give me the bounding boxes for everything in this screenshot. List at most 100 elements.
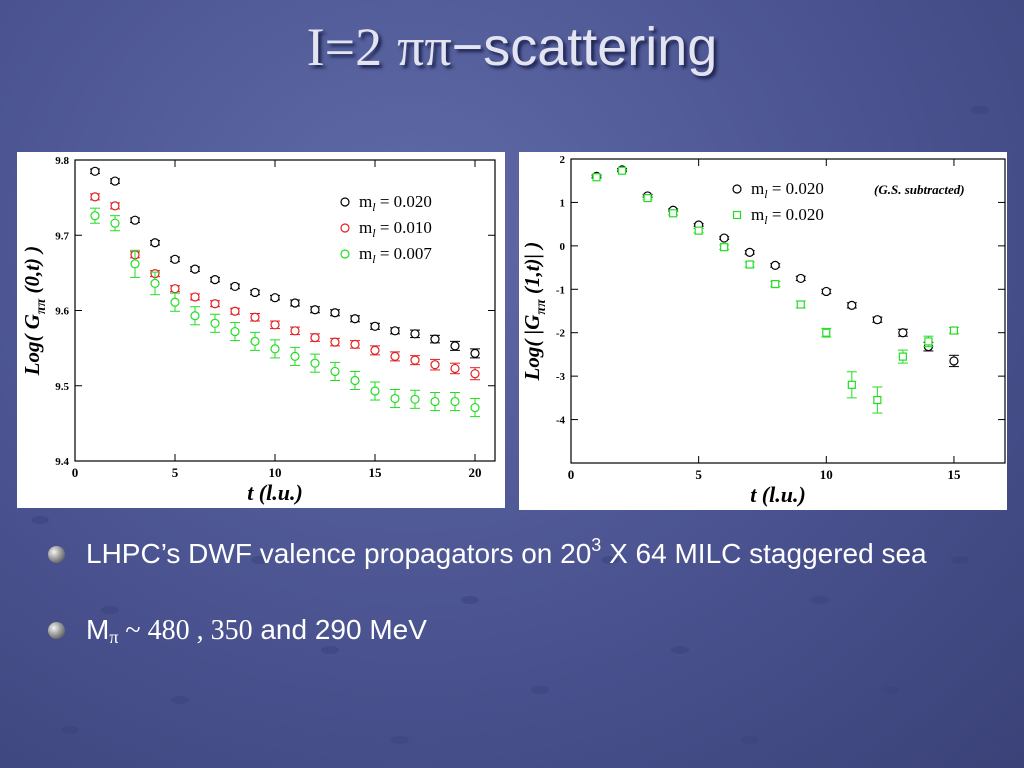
- data-point: [390, 326, 400, 336]
- data-point: [350, 314, 360, 324]
- data-point: [370, 345, 380, 355]
- y-tick-label: 9.8: [55, 155, 69, 167]
- data-point: [330, 337, 340, 347]
- x-tick-label: 10: [820, 467, 833, 482]
- data-point: [310, 332, 320, 343]
- bullet-list: LHPC’s DWF valence propagators on 203 X …: [46, 535, 1006, 647]
- data-point: [390, 393, 400, 404]
- chart-annotation: (G.S. subtracted): [874, 182, 965, 197]
- left-chart-panel: 0 5 10 15 20 9.4 9.5 9.6 9.7 9.8 t (l.u.) Log( Gππ …: [17, 152, 505, 508]
- legend-label: ml = 0.020: [359, 192, 432, 214]
- data-point: [771, 279, 780, 289]
- y-tick-label: -2: [556, 328, 566, 340]
- legend-marker: [340, 197, 350, 207]
- data-point: [350, 339, 360, 349]
- title-pipi: ππ: [397, 17, 452, 77]
- data-point: [822, 328, 831, 337]
- data-point: [390, 351, 400, 362]
- y-tick-label: -4: [556, 415, 566, 427]
- data-point: [330, 366, 340, 377]
- x-tick-label: 10: [269, 465, 282, 480]
- data-point: [190, 292, 200, 302]
- legend-marker: [340, 223, 350, 233]
- data-point: [370, 386, 380, 396]
- data-point: [745, 247, 755, 257]
- data-point: [949, 326, 959, 335]
- data-point: [470, 348, 480, 358]
- data-point: [230, 281, 240, 292]
- data-point: [745, 260, 754, 269]
- data-point: [430, 334, 440, 344]
- x-tick-label: 5: [172, 465, 179, 480]
- bullet-2-n1: 480: [147, 615, 190, 646]
- y-tick-label: -1: [556, 284, 565, 296]
- data-point: [290, 298, 300, 308]
- x-tick-label: 0: [72, 465, 79, 480]
- x-tick-label: 15: [369, 465, 383, 480]
- bullet-1-sup: 3: [591, 535, 602, 555]
- bullet-1-text: LHPC’s DWF valence propagators on 20: [86, 538, 592, 569]
- data-point: [210, 275, 220, 285]
- data-point: [210, 318, 220, 328]
- data-point: [170, 254, 180, 264]
- data-point: [949, 356, 959, 366]
- data-point: [796, 300, 805, 309]
- data-point: [470, 402, 480, 413]
- data-point: [350, 375, 360, 386]
- data-point: [130, 259, 140, 269]
- data-point: [694, 226, 703, 235]
- data-point: [250, 336, 260, 346]
- data-point: [430, 396, 440, 407]
- data-point: [190, 264, 200, 274]
- x-axis-label: t (l.u.): [750, 482, 806, 507]
- data-point: [796, 273, 806, 284]
- legend-marker: [732, 184, 742, 194]
- data-point: [410, 394, 420, 404]
- data-point: [898, 352, 907, 361]
- data-point: [210, 299, 220, 309]
- y-tick-label: 9.4: [55, 456, 69, 468]
- plot-frame: [570, 158, 1006, 464]
- x-axis-label: t (l.u.): [247, 480, 303, 505]
- y-tick-label: 9.7: [55, 230, 69, 242]
- title-scattering: −scattering: [451, 17, 718, 77]
- data-point: [330, 308, 340, 318]
- bullet-2-n2: 350: [210, 615, 253, 646]
- data-point: [617, 166, 627, 175]
- data-point: [450, 341, 460, 351]
- y-tick-label: 1: [560, 197, 566, 209]
- data-point: [592, 173, 601, 182]
- data-point: [643, 193, 652, 203]
- data-point: [872, 315, 882, 325]
- x-tick-label: 20: [469, 465, 482, 480]
- title-isospin: I=2: [306, 17, 383, 77]
- legend-label: ml = 0.020: [751, 179, 824, 201]
- data-point: [847, 300, 857, 310]
- data-point: [90, 166, 100, 176]
- bullet-icon: [48, 546, 65, 563]
- data-point: [90, 192, 100, 202]
- data-point: [898, 328, 908, 338]
- x-tick-label: 0: [568, 467, 575, 482]
- bullet-2-sub: π: [109, 627, 119, 647]
- data-point: [190, 311, 200, 321]
- data-point: [410, 355, 420, 365]
- bullet-2-m: M: [86, 614, 110, 645]
- x-tick-label: 5: [695, 467, 702, 482]
- y-tick-label: 2: [560, 154, 566, 166]
- data-point: [310, 305, 320, 315]
- bullet-masses: Mπ ~ 480 , 350 and 290 MeV: [46, 614, 1006, 647]
- y-tick-label: -3: [556, 371, 566, 383]
- y-tick-label: 9.6: [55, 306, 69, 318]
- data-point: [410, 329, 420, 339]
- plot-frame: [74, 159, 496, 462]
- data-point: [250, 287, 260, 298]
- data-point: [370, 321, 380, 331]
- y-tick-label: 0: [560, 241, 566, 253]
- data-point: [821, 286, 831, 297]
- data-point: [669, 209, 678, 218]
- x-tick-label: 15: [947, 467, 961, 482]
- data-point: [270, 293, 280, 303]
- data-point: [110, 201, 120, 211]
- data-point: [150, 278, 160, 289]
